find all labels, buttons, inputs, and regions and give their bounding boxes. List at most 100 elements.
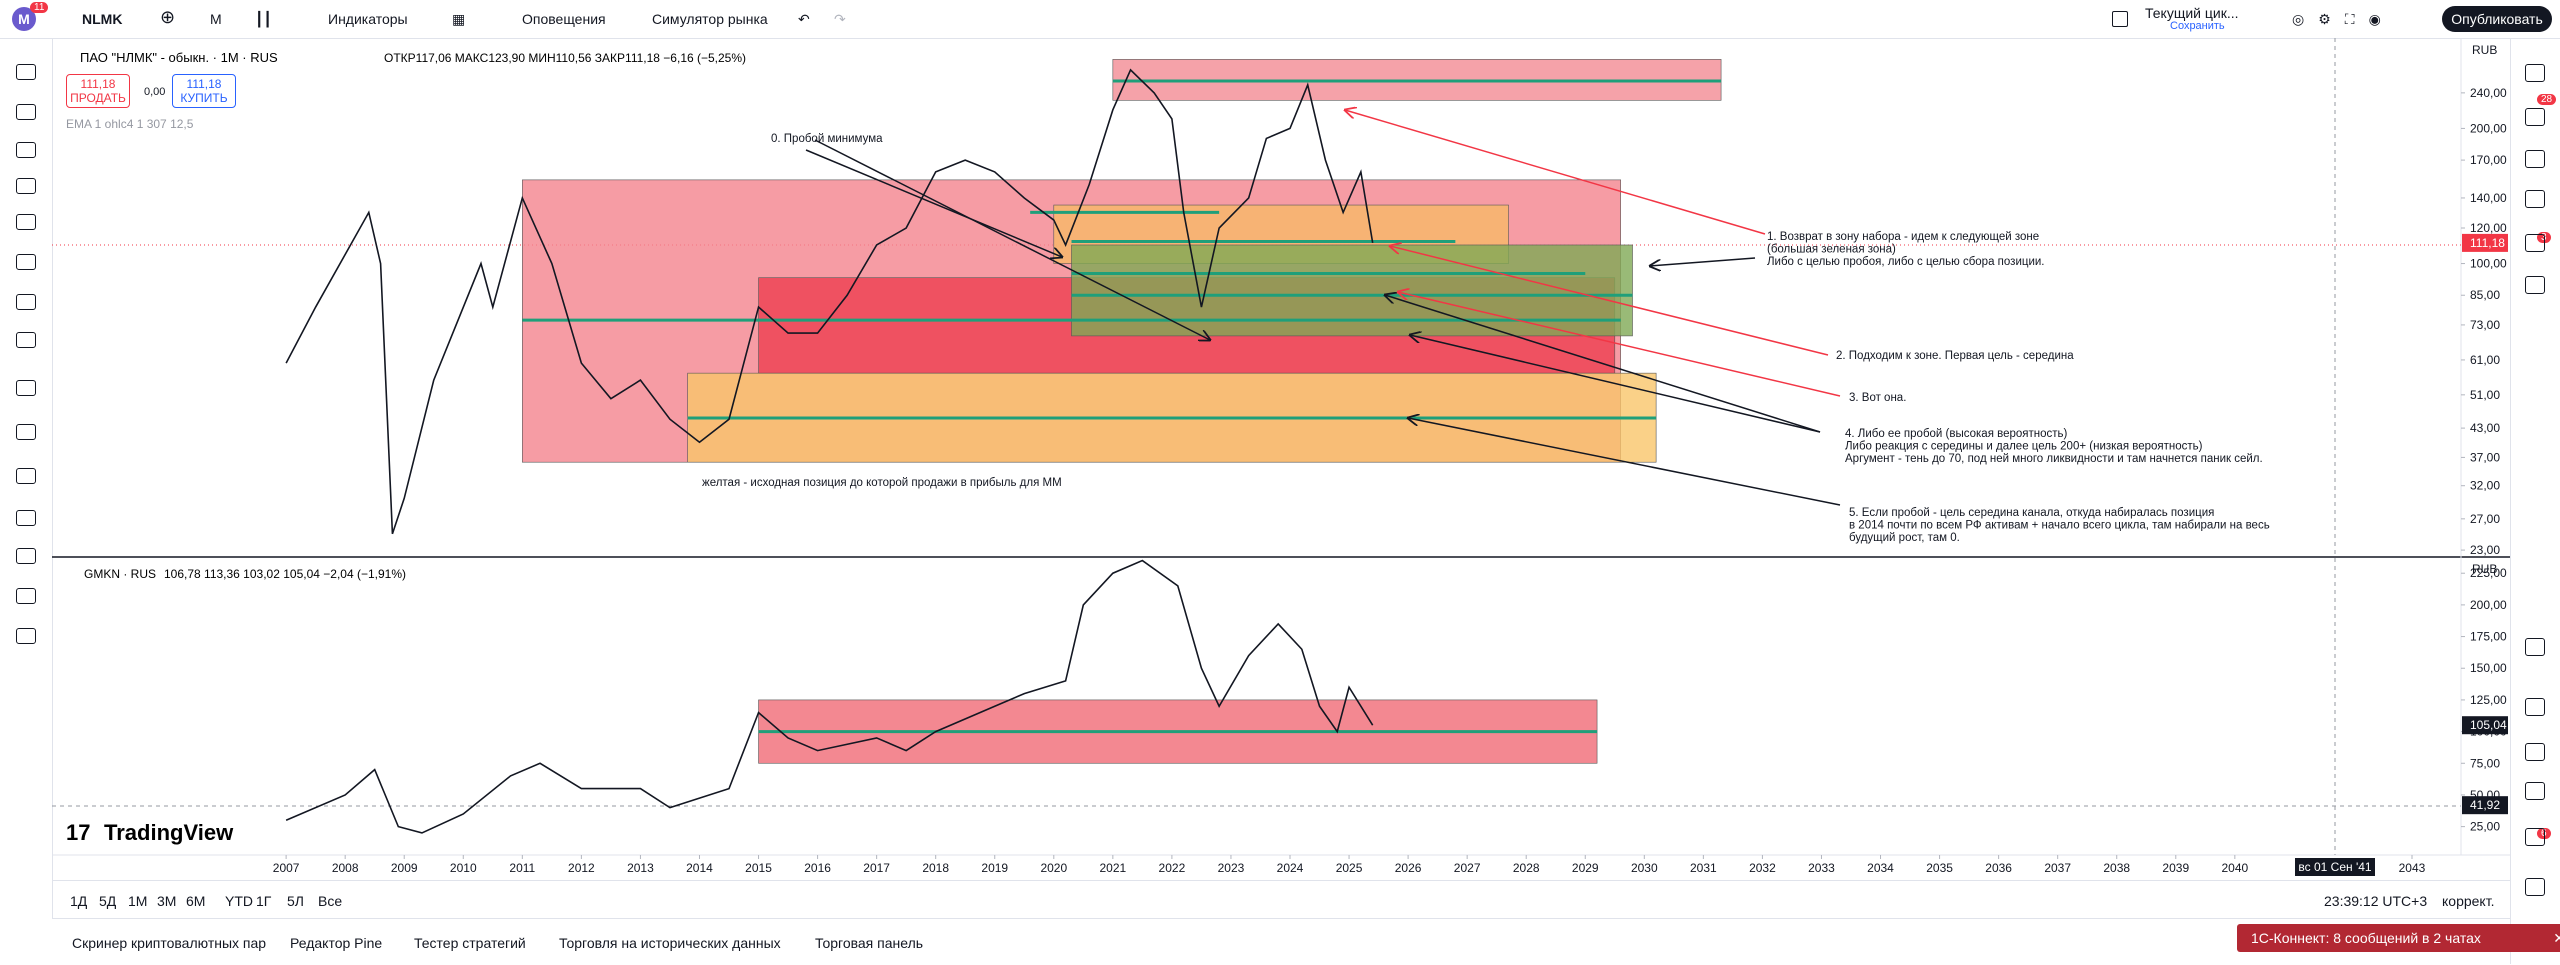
range-button[interactable]: 3М	[157, 893, 177, 909]
tool-icon[interactable]	[16, 332, 36, 348]
tool-icon[interactable]	[16, 468, 36, 484]
x-tick-label: 2026	[1395, 861, 1422, 875]
tool-icon[interactable]	[16, 254, 36, 270]
tool-icon[interactable]	[16, 380, 36, 396]
panel-icon[interactable]	[2525, 190, 2545, 208]
panel-icon[interactable]	[2525, 234, 2545, 252]
x-tick-label: 2034	[1867, 861, 1894, 875]
y-tick-label: 140,00	[2470, 191, 2507, 205]
tool-icon[interactable]	[16, 142, 36, 158]
drawing-toolbar	[0, 38, 53, 918]
templates[interactable]: ▦	[452, 11, 466, 27]
bottom-tab[interactable]: Тестер стратегий	[414, 935, 526, 951]
compare[interactable]: ⊕	[160, 7, 176, 27]
settings-icons[interactable]: ◎⚙⛶◉	[2292, 11, 2395, 27]
y-tick-label: 37,00	[2470, 450, 2500, 464]
indicators[interactable]: Индикаторы	[328, 11, 408, 27]
x-tick-label: 2030	[1631, 861, 1658, 875]
tool-icon[interactable]	[16, 424, 36, 440]
x-tick-label: 2013	[627, 861, 654, 875]
x-tick-label: 2037	[2044, 861, 2071, 875]
buy-label: КУПИТЬ	[180, 91, 228, 105]
price-line	[285, 559, 1374, 834]
annotation: 0. Пробой минимума	[771, 133, 883, 145]
panel-icon[interactable]	[2525, 782, 2545, 800]
panel-icon[interactable]	[2525, 276, 2545, 294]
bottom-tab[interactable]: Скринер криптовалютных пар	[72, 935, 267, 951]
range-button[interactable]: Все	[318, 893, 343, 909]
sell-button[interactable]: 111,18 ПРОДАТЬ	[66, 74, 130, 108]
price-line	[285, 68, 1374, 535]
panel-icon[interactable]	[2525, 878, 2545, 896]
layout-name[interactable]: Текущий цик...	[2145, 5, 2239, 21]
bottom-tab[interactable]: Торговая панель	[815, 935, 924, 951]
notification[interactable]: 1С-Коннект: 8 сообщений в 2 чатах ✕	[2237, 924, 2560, 952]
y-tick-label: 25,00	[2470, 820, 2500, 834]
annotation: Либо с целью пробоя, либо с целью сбора …	[1767, 256, 2045, 268]
crosshair-price-label: 41,92	[2470, 798, 2500, 812]
range-button[interactable]: 1М	[128, 893, 148, 909]
adjust[interactable]: коррект.	[2442, 893, 2495, 909]
logo-text[interactable]: TradingView	[104, 820, 234, 845]
symbol-search[interactable]: NLMK	[82, 11, 123, 27]
main-title[interactable]: ПАО "НЛМК" - обыкн. · 1М · RUS	[80, 50, 278, 65]
panel-icon[interactable]	[2525, 150, 2545, 168]
y-tick-label: 61,00	[2470, 353, 2500, 367]
tool-icon[interactable]	[16, 628, 36, 644]
redo[interactable]: ↷	[834, 11, 846, 27]
annotation: желтая - исходная позиция до которой про…	[702, 477, 1062, 489]
tool-icon[interactable]	[16, 510, 36, 526]
x-tick-label: 2021	[1099, 861, 1126, 875]
replay[interactable]: Симулятор рынка	[652, 11, 768, 27]
bottom-tab[interactable]: Редактор Pine	[290, 935, 383, 951]
chart-type[interactable]: ┃┃	[255, 11, 272, 27]
layout-checkbox[interactable]	[2112, 11, 2128, 27]
x-tick-label: 2010	[450, 861, 477, 875]
x-tick-label: 2017	[863, 861, 890, 875]
tool-icon[interactable]	[16, 214, 36, 230]
panel-icon[interactable]	[2525, 108, 2545, 126]
right-toolbar: 28 3 6	[2510, 38, 2560, 964]
indicator-legend[interactable]: EMA 1 ohlc4 1 307 12,5	[66, 117, 194, 131]
panel-icon[interactable]	[2525, 638, 2545, 656]
alerts[interactable]: Оповещения	[522, 11, 606, 27]
y-tick-label: 170,00	[2470, 153, 2507, 167]
x-tick-label: 2015	[745, 861, 772, 875]
buy-button[interactable]: 111,18 КУПИТЬ	[172, 74, 236, 108]
y-tick-label: 175,00	[2470, 630, 2507, 644]
save-status: Сохранить	[2170, 20, 2225, 32]
tool-icon[interactable]	[16, 104, 36, 120]
x-tick-label: 2039	[2162, 861, 2189, 875]
range-button[interactable]: 1Г	[256, 893, 272, 909]
x-tick-label: 2043	[2399, 861, 2426, 875]
panel-icon[interactable]	[2525, 743, 2545, 761]
x-tick-label: 2007	[273, 861, 300, 875]
badge: 6	[2537, 828, 2551, 839]
undo[interactable]: ↶	[798, 11, 810, 27]
panel-icon[interactable]	[2525, 698, 2545, 716]
lower-symbol[interactable]: GMKN · RUS	[84, 567, 156, 581]
last-price-box	[2462, 233, 2508, 252]
y-tick-label: 85,00	[2470, 288, 2500, 302]
range-button[interactable]: 6М	[186, 893, 206, 909]
annotation: будущий рост, там 0.	[1849, 532, 1960, 544]
tool-icon[interactable]	[16, 294, 36, 310]
x-tick-label: 2024	[1277, 861, 1304, 875]
chart-area: ПАО "НЛМК" - обыкн. · 1М · RUS ОТКР117,0…	[52, 38, 2510, 876]
x-tick-label: 2023	[1218, 861, 1245, 875]
range-button[interactable]: 5Д	[99, 893, 117, 909]
tool-icon[interactable]	[16, 588, 36, 604]
interval[interactable]: М	[210, 11, 222, 27]
range-button[interactable]: 1Д	[70, 893, 88, 909]
tool-icon[interactable]	[16, 178, 36, 194]
range-button[interactable]: YTD	[225, 893, 253, 909]
range-button[interactable]: 5Л	[287, 893, 304, 909]
tool-icon[interactable]	[16, 548, 36, 564]
bottom-tab[interactable]: Торговля на исторических данных	[559, 935, 781, 951]
publish-button[interactable]: Опубликовать	[2442, 6, 2552, 32]
lower-ohlc: 106,78 113,36 103,02 105,04 −2,04 (−1,91…	[164, 567, 406, 581]
panel-icon[interactable]	[2525, 828, 2545, 846]
panel-icon[interactable]	[2525, 64, 2545, 82]
tool-icon[interactable]	[16, 64, 36, 80]
buy-price: 111,18	[186, 77, 222, 91]
